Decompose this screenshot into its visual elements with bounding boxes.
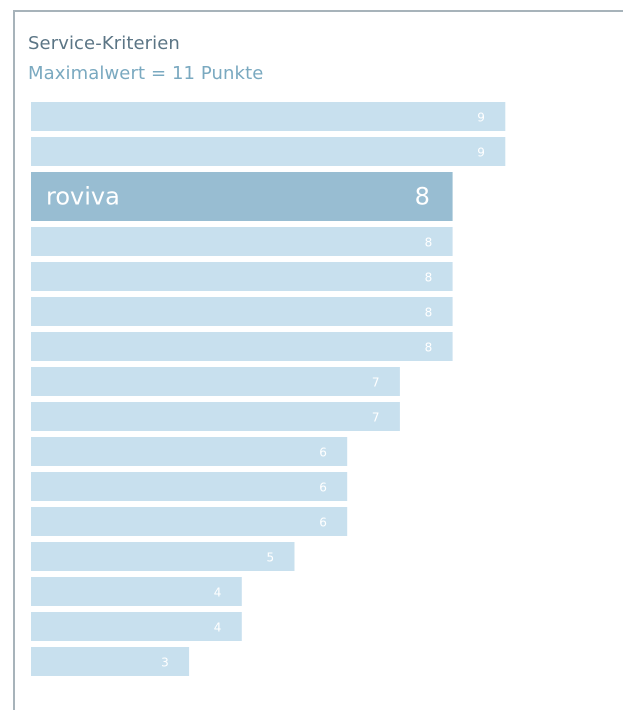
bar [31, 472, 348, 501]
bar-value-label: 9 [477, 111, 485, 125]
bar [31, 647, 190, 676]
bar-category-label: roviva [46, 183, 120, 211]
bar-value-label: 8 [425, 271, 433, 285]
bar [31, 612, 242, 641]
chart-subtitle: Maximalwert = 11 Punkte [28, 63, 264, 84]
bar-highlight [31, 172, 453, 221]
bar-value-label: 8 [425, 306, 433, 320]
bar-chart: 9 9 roviva 8 8 8 8 8 7 7 6 6 6 5 4 4 3 [31, 102, 506, 676]
bar [31, 102, 506, 131]
bar-value-label: 8 [415, 183, 430, 211]
bar [31, 227, 453, 256]
bar-value-label: 6 [319, 481, 327, 495]
chart-title: Service-Kriterien [28, 33, 180, 54]
bar-value-label: 8 [425, 236, 433, 250]
bar-value-label: 8 [425, 341, 433, 355]
bar-value-label: 5 [267, 551, 275, 565]
bar [31, 262, 453, 291]
bar [31, 332, 453, 361]
bar-value-label: 4 [214, 586, 222, 600]
bar [31, 437, 348, 466]
bar [31, 577, 242, 606]
bar [31, 137, 506, 166]
bar [31, 297, 453, 326]
bar-value-label: 4 [214, 621, 222, 635]
bar-value-label: 6 [319, 446, 327, 460]
bar-value-label: 7 [372, 376, 380, 390]
bar-value-label: 9 [477, 146, 485, 160]
bar [31, 507, 348, 536]
bar [31, 542, 295, 571]
bar-value-label: 3 [161, 656, 169, 670]
bar-value-label: 7 [372, 411, 380, 425]
bar [31, 402, 400, 431]
bar-value-label: 6 [319, 516, 327, 530]
bar [31, 367, 400, 396]
